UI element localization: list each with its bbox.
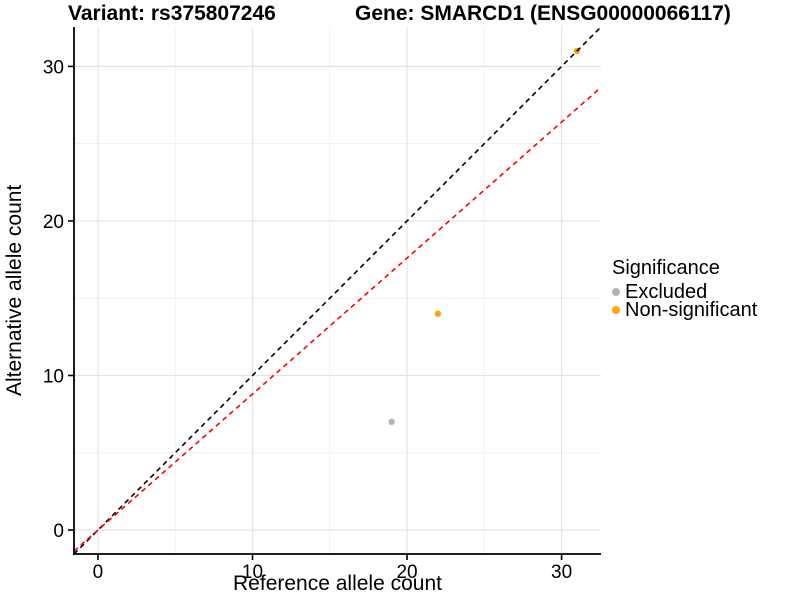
data-point	[434, 310, 442, 317]
legend-item-excluded: Excluded	[612, 281, 757, 303]
expected-ratio-line	[74, 86, 601, 552]
legend-title: Significance	[612, 257, 720, 279]
x-tick-label: 10	[242, 562, 263, 583]
x-tick-label: 0	[93, 562, 104, 583]
excluded-dot-icon	[612, 288, 620, 296]
legend-item-non-significant: Non-significant	[612, 299, 758, 321]
non-significant-dot-icon	[612, 306, 620, 314]
y-tick-label: 20	[43, 212, 64, 233]
legend: Significance Excluded Non-significant	[612, 257, 758, 321]
data-point	[388, 418, 395, 426]
plot-title-gene: Gene: SMARCD1 (ENSG00000066117)	[355, 2, 731, 25]
y-tick-label: 30	[43, 57, 64, 78]
y-tick-label: 0	[53, 521, 64, 542]
identity-line	[74, 27, 601, 554]
legend-item-label: Non-significant	[625, 299, 758, 321]
x-tick-label: 30	[551, 562, 572, 583]
y-tick-label: 10	[43, 367, 64, 388]
x-tick-label: 20	[396, 562, 417, 583]
legend-item-label: Excluded	[625, 281, 708, 303]
plot-title-variant: Variant: rs375807246	[68, 2, 276, 25]
x-axis-title: Reference allele count	[233, 572, 442, 595]
